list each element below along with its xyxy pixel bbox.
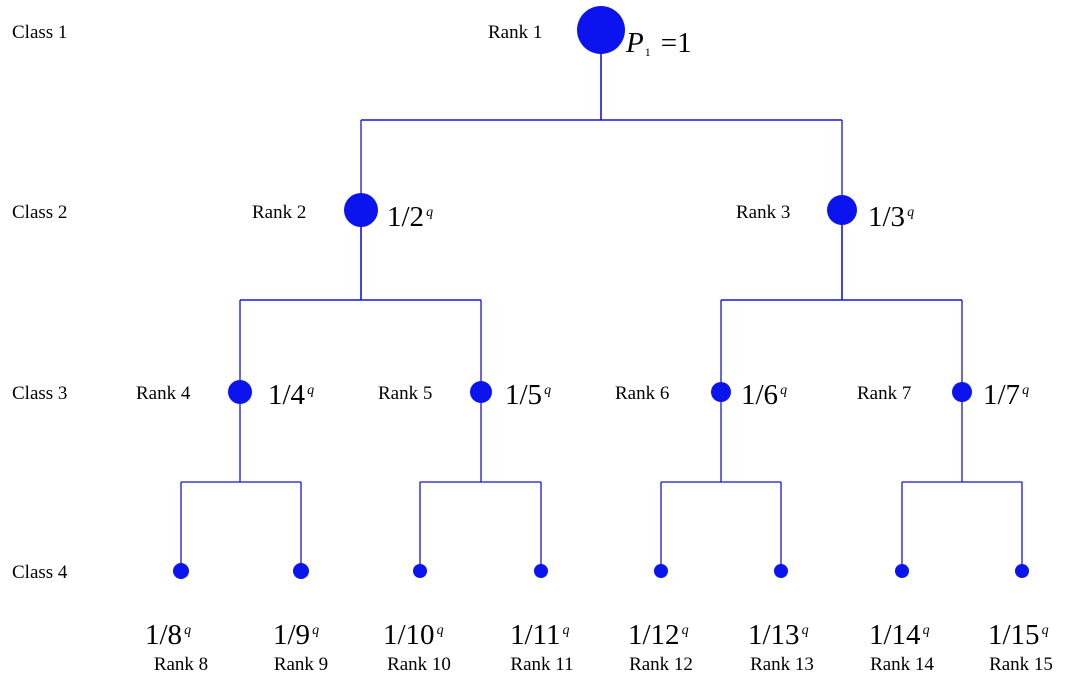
probability-labels: P1 =1 1/2 q 1/3 q 1/4 q 1/5 q 1/6 q 1/7 q 1/8 q … [145, 27, 1049, 651]
class-labels: Class 1 Class 2 Class 3 Class 4 [12, 22, 68, 583]
prob-label-9: 1/9 q [273, 619, 319, 651]
node-rank-15 [1015, 564, 1029, 578]
rank-label-3: Rank 3 [736, 202, 790, 223]
rank-labels: Rank 1 Rank 2 Rank 3 Rank 4 Rank 5 Rank … [136, 22, 1053, 675]
prob-label-4: 1/4 q [268, 379, 314, 411]
prob-label-8: 1/8 q [145, 619, 191, 651]
rank-label-9: Rank 9 [274, 654, 328, 675]
node-rank-1 [577, 6, 625, 54]
rank-label-8: Rank 8 [154, 654, 208, 675]
node-rank-12 [654, 564, 668, 578]
prob-label-11: 1/11 q [510, 619, 569, 651]
rank-label-10: Rank 10 [387, 654, 451, 675]
prob-label-7: 1/7 q [983, 379, 1029, 411]
rank-label-5: Rank 5 [378, 383, 432, 404]
rank-label-15: Rank 15 [989, 654, 1053, 675]
rank-label-2: Rank 2 [252, 202, 306, 223]
rank-label-4: Rank 4 [136, 383, 191, 404]
class-label-1: Class 1 [12, 22, 67, 43]
node-rank-8 [173, 563, 189, 579]
node-rank-5 [470, 381, 492, 403]
prob-label-10: 1/10 q [383, 619, 444, 651]
rank-label-12: Rank 12 [629, 654, 693, 675]
prob-label-3: 1/3 q [868, 201, 914, 233]
prob-label-15: 1/15 q [988, 619, 1049, 651]
node-rank-9 [293, 563, 309, 579]
rank-label-6: Rank 6 [615, 383, 669, 404]
tree-nodes [173, 6, 1029, 579]
rank-label-14: Rank 14 [870, 654, 934, 675]
prob-label-6: 1/6 q [741, 379, 787, 411]
rank-label-13: Rank 13 [750, 654, 814, 675]
node-rank-2 [344, 193, 378, 227]
node-rank-7 [952, 382, 972, 402]
node-rank-14 [895, 564, 909, 578]
rank-label-7: Rank 7 [857, 383, 911, 404]
node-rank-4 [228, 380, 252, 404]
node-rank-3 [827, 195, 857, 225]
prob-label-1: P1 =1 [625, 27, 692, 59]
node-rank-13 [774, 564, 788, 578]
prob-label-14: 1/14 q [869, 619, 930, 651]
tree-edges [180, 30, 1023, 571]
class-label-4: Class 4 [12, 562, 68, 583]
class-label-3: Class 3 [12, 383, 67, 404]
node-rank-6 [711, 382, 731, 402]
prob-label-12: 1/12 q [628, 619, 689, 651]
prob-label-13: 1/13 q [748, 619, 809, 651]
node-rank-10 [413, 564, 427, 578]
rank-label-1: Rank 1 [488, 22, 542, 43]
rank-label-11: Rank 11 [510, 654, 573, 675]
node-rank-11 [534, 564, 548, 578]
prob-label-5: 1/5 q [505, 379, 551, 411]
prob-label-2: 1/2 q [387, 201, 433, 233]
class-label-2: Class 2 [12, 202, 67, 223]
